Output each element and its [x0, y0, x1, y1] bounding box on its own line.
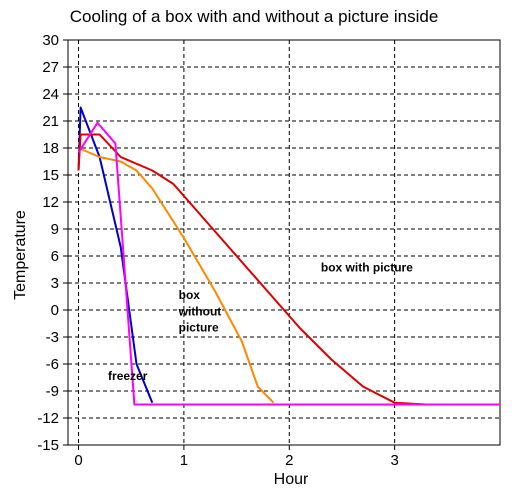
series-lines: [77, 106, 500, 406]
x-tick-label: 1: [180, 452, 188, 469]
series-line-box-without-picture: [78, 147, 275, 404]
annotation-label: freezer: [108, 369, 148, 383]
annotations: box with picture box without picture freezer: [108, 260, 413, 383]
y-tick-label: -9: [46, 383, 59, 400]
plot-frame: [67, 39, 501, 446]
annotation-label: box: [179, 288, 201, 302]
y-tick-label: 0: [51, 302, 59, 319]
y-tick-label: 12: [42, 194, 59, 211]
y-tick-label: 18: [42, 140, 59, 157]
annotation-label: without: [178, 304, 222, 318]
y-axis-label: Temperature: [12, 210, 29, 300]
y-tick-label: 24: [42, 86, 59, 103]
annotation-label: picture: [179, 321, 219, 335]
series-line-box-with-picture: [77, 133, 500, 406]
y-tick-label: 30: [42, 32, 59, 49]
y-tick-label: 27: [42, 59, 59, 76]
y-tick-label: -15: [37, 437, 59, 454]
x-tick-label: 2: [285, 452, 293, 469]
x-tick-label: 0: [74, 452, 82, 469]
y-tick-label: -12: [37, 410, 59, 427]
y-tick-label: -6: [46, 356, 59, 373]
x-tick-label: 3: [390, 452, 398, 469]
chart-title: Cooling of a box with and without a pict…: [70, 7, 439, 26]
y-tick-label: 3: [51, 275, 59, 292]
series-line-freezer: [77, 106, 154, 404]
x-axis-label: Hour: [274, 471, 309, 488]
annotation-label: box with picture: [321, 260, 413, 274]
y-tick-label: 9: [51, 221, 59, 238]
y-tick-label: 15: [42, 167, 59, 184]
series-line-magenta: [77, 121, 500, 406]
y-tick-label: 21: [42, 113, 59, 130]
y-tick-label: 6: [51, 248, 59, 265]
y-tick-label: -3: [46, 329, 59, 346]
